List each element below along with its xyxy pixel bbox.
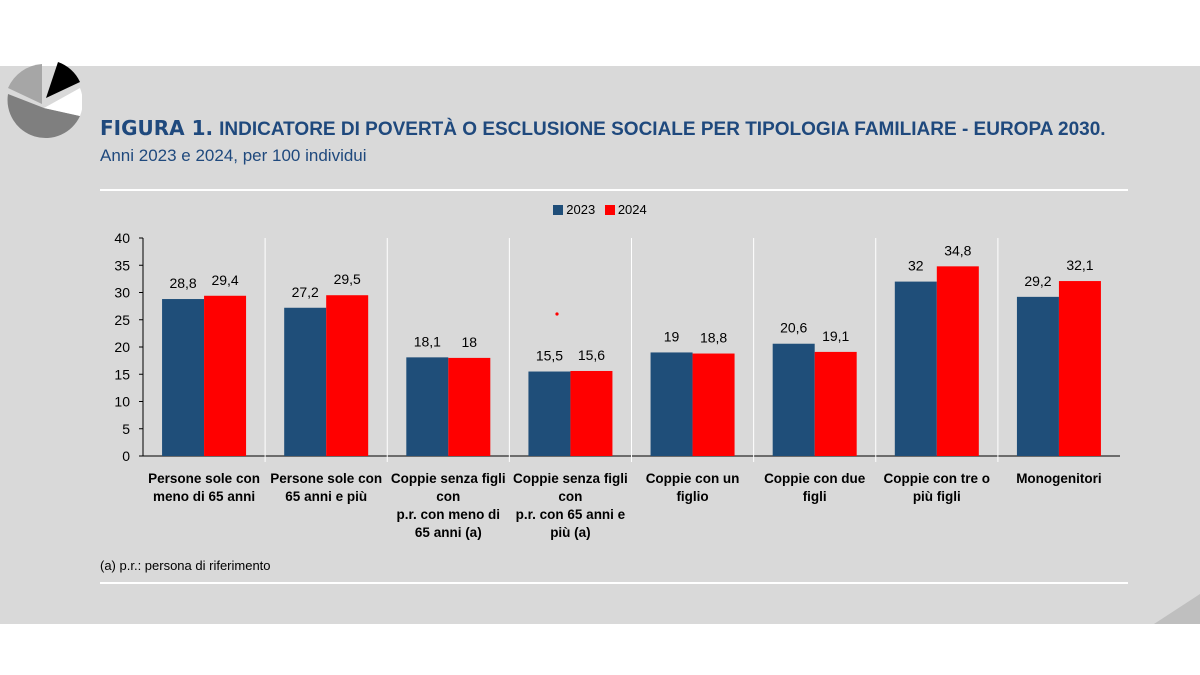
category-label: Coppie con due bbox=[764, 471, 866, 486]
chart-legend: 2023 2024 bbox=[0, 202, 1200, 217]
bar-2024 bbox=[1058, 281, 1101, 456]
category-label: figli bbox=[803, 489, 827, 504]
bar-2024 bbox=[692, 353, 735, 456]
bottom-rule bbox=[100, 582, 1128, 584]
bar-2024 bbox=[448, 357, 491, 456]
chart-subtitle: Anni 2023 e 2024, per 100 individui bbox=[100, 146, 367, 165]
chart-data-labels: 28,8 29,4 27,2 29,5 18,1 18 15,5 15,6 19 18,8 20,6… bbox=[169, 242, 1093, 363]
data-label-2023: 27,2 bbox=[292, 284, 319, 300]
data-label-2023: 32 bbox=[908, 258, 924, 274]
y-tick-label: 35 bbox=[114, 257, 130, 273]
bar-2023 bbox=[894, 281, 937, 456]
data-label-2024: 18,8 bbox=[700, 330, 727, 346]
category-label: con bbox=[558, 489, 582, 504]
y-tick-label: 30 bbox=[114, 285, 130, 301]
bar-2024 bbox=[326, 295, 369, 456]
data-label-2023: 15,5 bbox=[536, 348, 563, 364]
data-label-2024: 29,5 bbox=[334, 271, 361, 287]
bar-2024 bbox=[814, 351, 857, 456]
legend-item-2024: 2024 bbox=[604, 202, 647, 217]
stray-marker-dot bbox=[555, 312, 559, 316]
data-label-2023: 28,8 bbox=[169, 275, 196, 291]
category-label: Coppie con tre o bbox=[884, 471, 991, 486]
data-label-2024: 19,1 bbox=[822, 328, 849, 344]
category-label: Coppie senza figli bbox=[513, 471, 628, 486]
bar-2023 bbox=[284, 307, 327, 456]
bar-2023 bbox=[650, 352, 693, 456]
y-tick-label: 15 bbox=[114, 366, 130, 382]
bar-2024 bbox=[936, 266, 979, 456]
legend-swatch-2024 bbox=[604, 205, 615, 215]
data-label-2024: 29,4 bbox=[211, 272, 238, 288]
data-label-2024: 32,1 bbox=[1066, 257, 1093, 273]
data-label-2023: 19 bbox=[664, 328, 680, 344]
data-label-2024: 15,6 bbox=[578, 347, 605, 363]
category-label: Monogenitori bbox=[1016, 471, 1101, 486]
bar-2023 bbox=[1016, 296, 1059, 456]
figure-title-text: INDICATORE DI POVERTÀ O ESCLUSIONE SOCIA… bbox=[219, 119, 1106, 140]
bar-2023 bbox=[528, 371, 571, 456]
category-label: Coppie con un bbox=[646, 471, 740, 486]
bar-2024 bbox=[204, 295, 247, 456]
panel-corner-decoration bbox=[1154, 594, 1200, 624]
figure-label: FIGURA 1. bbox=[100, 116, 214, 140]
category-label: meno di 65 anni bbox=[153, 489, 255, 504]
category-label: p.r. con 65 anni e bbox=[516, 507, 626, 522]
category-label: Persone sole con bbox=[270, 471, 382, 486]
y-tick-label: 5 bbox=[122, 421, 130, 437]
pie-logo-icon bbox=[7, 62, 82, 139]
category-label: p.r. con meno di bbox=[397, 507, 501, 522]
bar-2023 bbox=[772, 343, 815, 456]
chart-category-labels: Persone sole con meno di 65 anni Persone s… bbox=[148, 471, 1102, 540]
category-label: con bbox=[436, 489, 460, 504]
legend-label-2023: 2023 bbox=[566, 202, 596, 217]
y-tick-label: 40 bbox=[114, 230, 130, 246]
data-label-2024: 18 bbox=[462, 334, 478, 350]
data-label-2023: 20,6 bbox=[780, 320, 807, 336]
y-tick-label: 25 bbox=[114, 312, 130, 328]
bar-2023 bbox=[162, 299, 205, 456]
bar-2024 bbox=[570, 370, 613, 456]
category-label: più (a) bbox=[550, 525, 591, 540]
top-rule bbox=[100, 189, 1128, 191]
category-label: più figli bbox=[913, 489, 961, 504]
legend-item-2023: 2023 bbox=[553, 202, 595, 217]
data-label-2023: 18,1 bbox=[414, 333, 441, 349]
y-tick-label: 0 bbox=[122, 448, 130, 464]
legend-swatch-2023 bbox=[553, 205, 564, 215]
y-tick-label: 20 bbox=[114, 339, 130, 355]
bar-2023 bbox=[406, 357, 449, 456]
category-label: 65 anni (a) bbox=[415, 525, 482, 540]
category-label: Coppie senza figli bbox=[391, 471, 506, 486]
footnote: (a) p.r.: persona di riferimento bbox=[100, 558, 271, 573]
legend-label-2024: 2024 bbox=[617, 202, 647, 217]
category-label: figlio bbox=[676, 489, 708, 504]
chart-bars bbox=[162, 266, 1101, 456]
chart-title: FIGURA 1. INDICATORE DI POVERTÀ O ESCLUSI… bbox=[100, 116, 1160, 141]
category-label: Persone sole con bbox=[148, 471, 260, 486]
data-label-2023: 29,2 bbox=[1024, 273, 1051, 289]
category-label: 65 anni e più bbox=[285, 489, 367, 504]
y-tick-label: 10 bbox=[114, 394, 130, 410]
data-label-2024: 34,8 bbox=[944, 242, 971, 258]
